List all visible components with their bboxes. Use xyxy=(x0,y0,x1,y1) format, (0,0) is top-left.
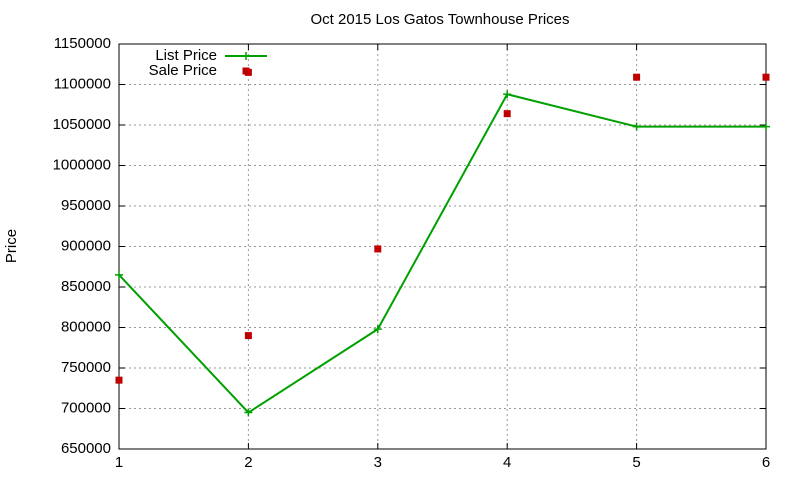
y-tick-label: 1100000 xyxy=(54,75,111,92)
y-tick-label: 1050000 xyxy=(53,116,111,133)
y-tick-label: 850000 xyxy=(61,278,111,295)
x-tick-label: 1 xyxy=(115,454,123,471)
plot-frame xyxy=(118,43,767,450)
point xyxy=(503,90,512,99)
point xyxy=(632,122,641,131)
legend-swatch xyxy=(242,52,250,60)
x-tick-label: 5 xyxy=(632,454,640,471)
legend-swatch xyxy=(242,67,250,75)
point xyxy=(244,408,253,417)
x-tick-label: 4 xyxy=(503,454,511,471)
line xyxy=(118,93,766,414)
point xyxy=(374,245,382,253)
y-tick-label: 950000 xyxy=(61,197,111,214)
point xyxy=(115,270,123,279)
y-tick-label: 1150000 xyxy=(54,35,111,52)
y-tick-label: 900000 xyxy=(61,237,111,254)
x-tick-label: 3 xyxy=(374,454,382,471)
y-tick-label: 1000000 xyxy=(53,156,111,173)
y-tick-label: 700000 xyxy=(61,399,111,416)
point xyxy=(633,73,641,81)
point xyxy=(503,110,511,118)
x-tick-label: 2 xyxy=(244,454,252,471)
chart-title: Oct 2015 Los Gatos Townhouse Prices xyxy=(310,11,569,28)
x-tick-label: 6 xyxy=(762,454,770,471)
y-tick-label: 750000 xyxy=(61,359,111,376)
point xyxy=(244,332,252,340)
point xyxy=(115,376,123,384)
legend-label: Sale Price xyxy=(149,62,217,79)
y-axis-label: Price xyxy=(3,229,20,263)
point xyxy=(762,73,770,81)
legend-label: List Price xyxy=(155,47,217,64)
point xyxy=(373,325,382,334)
point xyxy=(762,122,770,131)
y-tick-label: 650000 xyxy=(61,440,111,457)
y-tick-label: 800000 xyxy=(61,318,111,335)
